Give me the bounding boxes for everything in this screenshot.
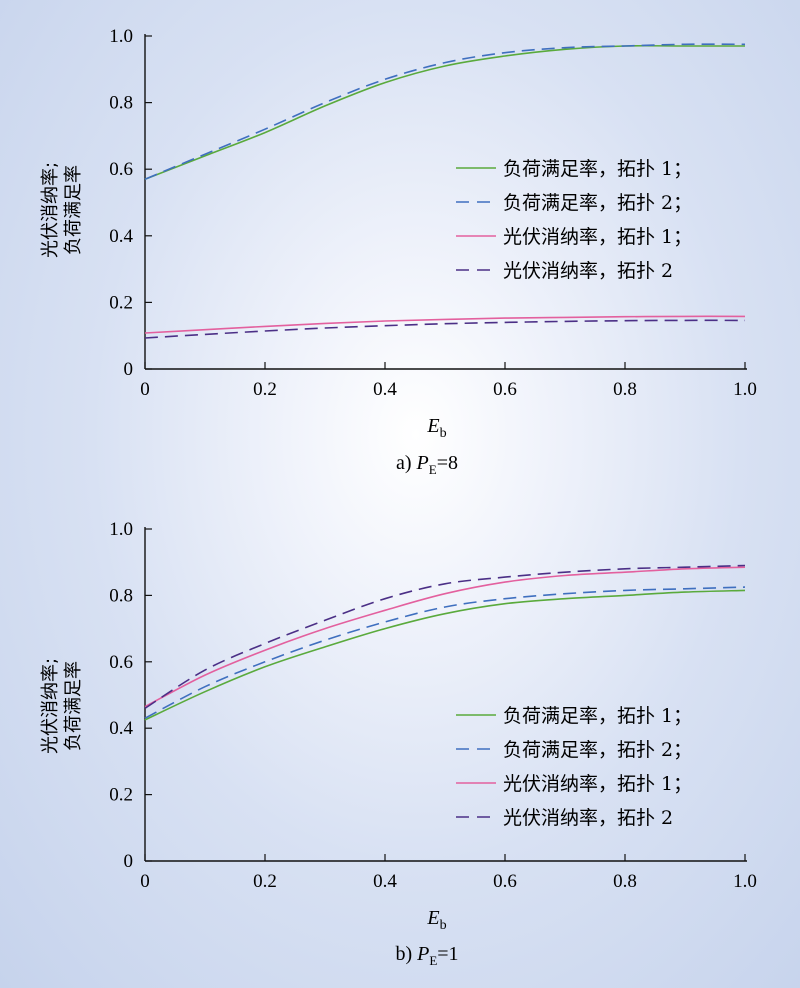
y-tick-label: 0.6 [109,159,133,180]
y-axis-label: 光伏消纳率; 负荷满足率 [40,658,84,754]
y-axis-label: 光伏消纳率; 负荷满足率 [40,162,84,258]
y-axis-label-line: 负荷满足率 [63,165,84,255]
x-tick-label: 1.0 [733,871,757,892]
x-tick-label: 0.4 [373,379,397,400]
x-tick-label: 0.6 [493,871,517,892]
legend-label: 负荷满足率，拓扑 2； [503,192,692,214]
caption-suffix: =1 [437,943,458,965]
x-tick-label: 0 [140,871,150,892]
y-tick-label: 1.0 [109,26,133,47]
series-line-4 [144,564,746,709]
y-tick-label: 0.4 [109,718,133,739]
legend-label: 光伏消纳率，拓扑 1； [503,773,692,795]
x-axis-label-var: E [426,415,439,437]
series-line-3 [144,566,746,708]
x-axis-label-sub: b [440,918,447,933]
x-tick-label: 0.2 [253,871,277,892]
series-line-3 [144,315,746,334]
caption-prefix: b) [395,943,417,965]
series-line-2 [144,43,746,180]
x-tick-label: 0.8 [613,379,637,400]
y-tick-label: 0.8 [109,93,133,114]
series-line-1 [144,589,746,721]
legend-label: 光伏消纳率，拓扑 2 [503,260,673,282]
caption-sub: E [429,953,437,968]
y-tick-label: 0.8 [109,585,133,606]
caption-suffix: =8 [437,452,458,474]
caption-var: P [416,452,429,474]
legend-label: 负荷满足率，拓扑 1； [503,705,692,727]
x-tick-label: 0 [140,379,150,400]
y-tick-label: 0.6 [109,652,133,673]
caption-var: P [416,943,429,965]
caption-prefix: a) [396,452,417,474]
x-tick-label: 0.4 [373,871,397,892]
x-axis-label: Eb [426,907,446,933]
chart-caption: b) PE=1 [395,943,458,968]
chart-caption: a) PE=8 [396,452,458,477]
legend-label: 光伏消纳率，拓扑 2 [503,807,673,829]
x-tick-label: 0.6 [493,379,517,400]
series-line-4 [144,319,746,339]
y-tick-label: 1.0 [109,519,133,540]
y-axis-label-line: 光伏消纳率; [40,162,61,258]
x-tick-label: 0.8 [613,871,637,892]
y-axis-label-line: 负荷满足率 [63,661,84,751]
legend-label: 负荷满足率，拓扑 2； [503,739,692,761]
legend-label: 负荷满足率，拓扑 1； [503,158,692,180]
legend-label: 光伏消纳率，拓扑 1； [503,226,692,248]
chart-panel-b: 0 0.2 0.4 0.6 0.8 1.0 0 0.2 0.4 0.6 0.8 1.0 负荷满足率，拓扑… [40,519,757,968]
x-axis-label: Eb [426,415,446,441]
caption-sub: E [429,462,437,477]
x-axis-label-sub: b [440,426,447,441]
x-tick-label: 0.2 [253,379,277,400]
chart-panel-a: 0 0.2 0.4 0.6 0.8 1.0 0 0.2 0.4 0.6 0.8 1.0 负荷满足率，拓扑… [40,26,757,477]
x-tick-label: 1.0 [733,379,757,400]
y-tick-label: 0.4 [109,226,133,247]
x-axis-label-var: E [426,907,439,929]
series-line-1 [144,44,745,180]
y-tick-label: 0.2 [109,785,133,806]
series-line-2 [144,586,746,719]
y-tick-label: 0 [124,359,134,380]
y-tick-label: 0 [124,851,134,872]
y-axis-label-line: 光伏消纳率; [40,658,61,754]
y-tick-label: 0.2 [109,292,133,313]
